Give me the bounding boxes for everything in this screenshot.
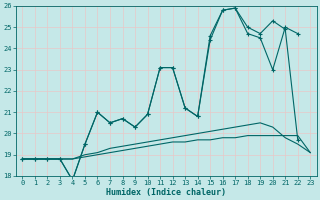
X-axis label: Humidex (Indice chaleur): Humidex (Indice chaleur) <box>106 188 226 197</box>
